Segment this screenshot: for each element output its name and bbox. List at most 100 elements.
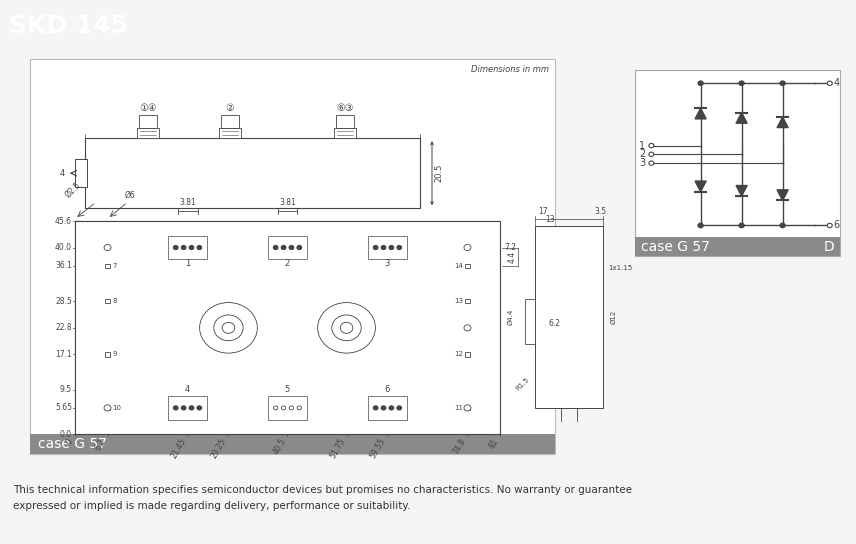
Text: 22.8: 22.8 [56,323,72,332]
Polygon shape [695,181,706,191]
Text: 36.1: 36.1 [55,261,72,270]
Text: 6.2: 6.2 [94,437,108,452]
Circle shape [282,406,286,410]
Text: ⑥③: ⑥③ [336,103,354,113]
Circle shape [104,405,111,411]
Bar [105,263,110,268]
Text: 3: 3 [639,158,645,168]
Text: 17: 17 [538,207,548,217]
Bar [635,70,840,256]
Text: 4: 4 [185,385,190,394]
Bar [525,299,535,344]
Circle shape [297,245,301,250]
Circle shape [274,406,278,410]
Circle shape [464,325,471,331]
Text: 17.1: 17.1 [56,350,72,359]
Text: D: D [823,240,834,254]
Text: Ø2.5: Ø2.5 [63,181,82,200]
Circle shape [181,406,186,410]
Text: case G 57: case G 57 [641,240,710,254]
Bar [168,396,207,419]
Text: 6.2: 6.2 [549,319,561,327]
Circle shape [289,406,294,410]
Circle shape [649,144,654,148]
Text: 51.75: 51.75 [328,437,347,460]
Text: Dimensions in mm: Dimensions in mm [471,65,549,73]
Text: ②: ② [226,103,235,113]
Circle shape [282,245,286,250]
Bar [336,115,354,128]
Text: 1: 1 [639,140,645,151]
Text: 3.81: 3.81 [279,199,296,207]
Text: 0: 0 [65,437,75,446]
Circle shape [289,245,294,250]
Text: ①④: ①④ [140,103,157,113]
Circle shape [197,245,201,250]
Text: 10: 10 [112,405,121,411]
Text: 28.5: 28.5 [56,296,72,306]
Text: 7.2: 7.2 [504,243,516,252]
Text: 12: 12 [454,351,463,357]
Circle shape [373,245,377,250]
Text: 11: 11 [454,405,463,411]
Text: 20.5: 20.5 [434,164,443,182]
Bar [105,353,110,357]
Text: 29.25: 29.25 [210,437,229,460]
Text: 0.0: 0.0 [60,430,72,439]
Text: SKD 145: SKD 145 [9,14,128,38]
Text: 3: 3 [384,259,390,268]
Circle shape [649,152,654,157]
Text: 59.55: 59.55 [369,437,388,460]
Polygon shape [736,186,747,196]
Bar [268,396,307,419]
Bar [137,128,159,138]
Bar [105,299,110,304]
Text: 9.5: 9.5 [60,385,72,394]
Bar [465,353,470,357]
Bar [75,221,500,434]
Text: 45.6: 45.6 [55,217,72,226]
Circle shape [189,406,193,410]
Circle shape [698,81,703,85]
Circle shape [189,245,193,250]
Bar [635,237,840,256]
Bar [221,115,239,128]
Bar [75,159,87,187]
Circle shape [780,223,785,227]
Circle shape [397,245,401,250]
Polygon shape [777,190,788,200]
Polygon shape [736,113,747,123]
Bar [465,299,470,304]
Text: Ø12: Ø12 [611,310,617,324]
Bar [368,396,407,419]
Text: 6: 6 [384,385,390,394]
Bar [168,236,207,259]
Circle shape [397,406,401,410]
Bar [465,406,470,410]
Bar [30,434,555,454]
Circle shape [104,244,111,251]
Text: 13: 13 [545,215,555,224]
Text: This technical information specifies semiconductor devices but promises no chara: This technical information specifies sem… [13,485,632,511]
Text: 40.5: 40.5 [271,437,288,456]
Circle shape [381,245,386,250]
Circle shape [274,245,278,250]
Text: 2: 2 [285,259,290,268]
Circle shape [174,245,178,250]
Text: R1.5: R1.5 [515,376,531,392]
Circle shape [389,245,394,250]
Circle shape [464,405,471,411]
Circle shape [464,244,471,251]
Text: 21.45: 21.45 [169,437,187,460]
Polygon shape [777,117,788,127]
Circle shape [649,161,654,165]
Circle shape [197,406,201,410]
Text: 2: 2 [639,150,645,159]
Circle shape [780,81,785,85]
Circle shape [181,245,186,250]
Text: 1x1.15: 1x1.15 [608,264,633,270]
Text: 4: 4 [834,78,840,88]
Text: 14: 14 [454,263,463,269]
Text: 4: 4 [60,169,65,178]
Bar [30,59,555,454]
